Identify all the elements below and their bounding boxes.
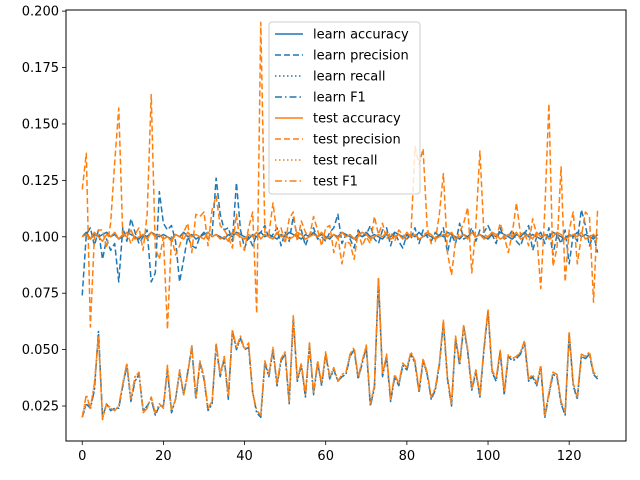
x-axis: 0 20 40 60 80 100 120 [78,441,582,464]
x-tick-label: 0 [78,449,86,464]
series-line-learn-precision [81,177,599,296]
series-line-test-precision [81,21,599,331]
series-layer [81,21,599,421]
x-tick-label: 80 [399,449,416,464]
y-axis: 0.025 0.050 0.075 0.100 0.125 0.150 0.175 0.200 [22,5,66,415]
legend-box [268,21,421,195]
y-tick-label: 0.075 [22,287,59,302]
legend-label: learn recall [313,70,385,85]
x-tick-label: 60 [317,449,334,464]
y-tick-label: 0.150 [22,117,59,132]
y-tick-label: 0.050 [22,343,59,358]
y-tick-label: 0.125 [22,174,59,189]
y-tick-label: 0.025 [22,400,59,415]
y-tick-label: 0.200 [22,5,59,20]
legend: learn accuracy learn precision learn recal… [268,21,421,195]
x-tick-label: 20 [155,449,172,464]
series-line-test-recall [81,276,599,421]
x-tick-label: 100 [476,449,501,464]
legend-label: test recall [313,154,378,169]
x-tick-label: 40 [236,449,253,464]
plot-frame [65,9,627,442]
legend-label: learn accuracy [313,28,409,43]
legend-label: test accuracy [313,112,401,127]
y-tick-label: 0.100 [22,230,59,245]
x-tick-label: 120 [557,449,582,464]
legend-label: learn precision [313,49,409,64]
legend-label: test precision [313,133,401,148]
legend-label: learn F1 [313,91,366,106]
series-line-test-f1 [81,276,599,421]
y-tick-label: 0.175 [22,61,59,76]
legend-label: test F1 [313,175,358,190]
